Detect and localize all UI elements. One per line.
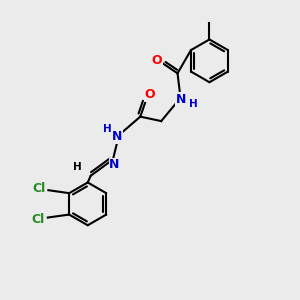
Text: N: N [109, 158, 120, 171]
Text: O: O [152, 54, 162, 67]
Text: H: H [103, 124, 112, 134]
Text: Cl: Cl [32, 212, 45, 226]
Text: O: O [145, 88, 155, 101]
Text: N: N [176, 93, 186, 106]
Text: H: H [73, 162, 82, 172]
Text: Cl: Cl [32, 182, 46, 195]
Text: H: H [189, 99, 197, 110]
Text: N: N [112, 130, 123, 143]
